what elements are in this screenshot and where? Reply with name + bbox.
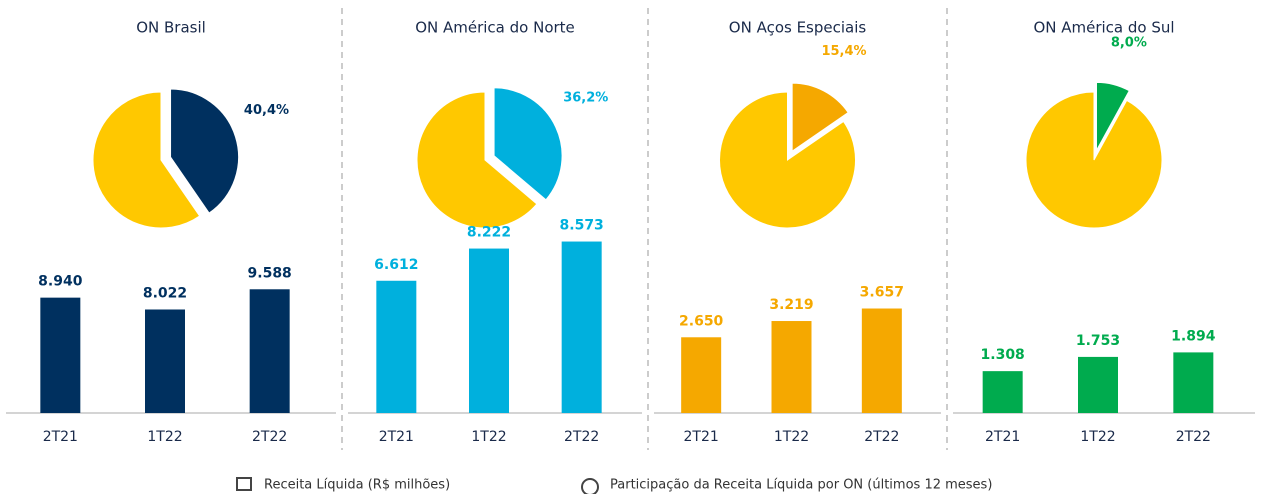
legend-label: Receita Líquida (R$ milhões) — [264, 478, 450, 493]
pie-slice — [1095, 81, 1130, 151]
pie-slice — [416, 91, 538, 229]
pie-label: 36,2% — [563, 90, 608, 105]
legend-square — [236, 477, 252, 491]
pie-label: 8,0% — [1111, 36, 1147, 51]
bar-label: 1.894 — [1171, 328, 1216, 344]
bar — [1078, 356, 1118, 413]
chart-title: ON América do Sul — [1033, 19, 1174, 37]
bar — [561, 241, 602, 413]
bar — [40, 297, 81, 413]
bar-label: 3.219 — [769, 297, 813, 313]
x-tick-label: 2T22 — [1176, 429, 1211, 445]
chart-title: ON Aços Especiais — [729, 19, 867, 37]
chart-title: ON América do Norte — [415, 19, 575, 37]
pie-label: 15,4% — [821, 44, 866, 59]
x-tick-label: 2T21 — [684, 429, 719, 445]
chart-title: ON Brasil — [136, 19, 206, 37]
pie-slice — [92, 91, 201, 229]
x-tick-label: 2T21 — [985, 429, 1020, 445]
bar — [249, 289, 290, 413]
bar — [145, 309, 185, 413]
x-tick-label: 1T22 — [147, 429, 182, 445]
pie-slice — [791, 82, 849, 153]
x-tick-label: 2T22 — [252, 429, 287, 445]
x-tick-label: 1T22 — [1080, 429, 1115, 445]
bar — [861, 308, 902, 413]
bar — [376, 280, 417, 413]
legend-label: Participação da Receita Líquida por ON (… — [610, 478, 992, 493]
x-tick-label: 2T21 — [43, 429, 78, 445]
pie-slice — [170, 88, 240, 214]
bar-label: 1.308 — [981, 347, 1025, 363]
x-tick-label: 2T22 — [864, 429, 899, 445]
bar-label: 8.573 — [560, 218, 604, 234]
pie-label: 40,4% — [244, 103, 289, 118]
bar — [982, 371, 1023, 413]
bar-label: 3.657 — [860, 285, 904, 301]
bar-label: 6.612 — [374, 257, 418, 273]
bar-label: 1.753 — [1076, 333, 1120, 349]
pie-slice — [1025, 91, 1163, 229]
bar-label: 8.940 — [38, 274, 83, 290]
bar-label: 9.588 — [248, 265, 292, 281]
bar-label: 8.022 — [143, 285, 187, 301]
x-tick-label: 2T22 — [564, 429, 599, 445]
bar — [771, 321, 812, 413]
legend-circle — [581, 478, 599, 496]
bar — [469, 248, 509, 413]
pie-slice — [493, 87, 563, 201]
x-tick-label: 1T22 — [774, 429, 809, 445]
bar — [1173, 352, 1214, 413]
pie-slice — [719, 91, 856, 229]
x-tick-label: 2T21 — [379, 429, 414, 445]
bar-label: 8.222 — [467, 225, 511, 241]
x-tick-label: 1T22 — [471, 429, 506, 445]
bar — [681, 337, 722, 413]
bar-label: 2.650 — [679, 313, 724, 329]
